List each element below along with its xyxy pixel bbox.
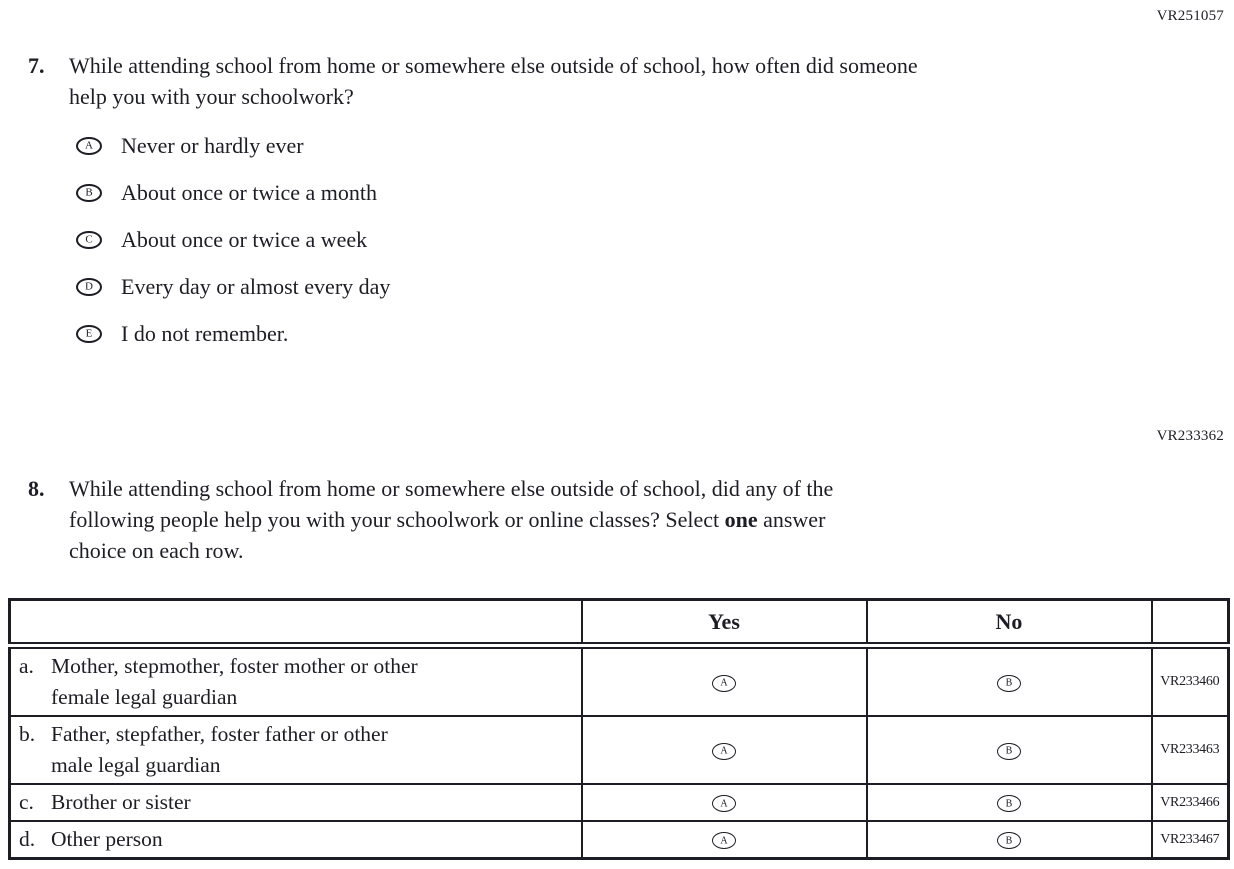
option-bubble-icon[interactable]: E <box>76 324 102 343</box>
table-row: b. Father, stepfather, foster father or … <box>8 715 1230 785</box>
yes-bubble-letter: A <box>720 835 728 847</box>
question-7-text: While attending school from home or some… <box>69 53 918 109</box>
yes-bubble-letter: A <box>720 745 728 757</box>
form-code-question-7: VR251057 <box>1156 8 1224 24</box>
option-bubble-icon[interactable]: B <box>76 183 102 202</box>
row-label-cell: d. Other person <box>8 820 583 860</box>
row-label: Other person <box>51 827 163 851</box>
question-8-text: While attending school from home or some… <box>69 473 833 566</box>
header-yes: Yes <box>580 598 868 649</box>
yes-bubble-cell[interactable]: A <box>580 715 868 785</box>
row-label: Father, stepfather, foster father or oth… <box>51 722 388 777</box>
yes-bubble-icon[interactable]: A <box>712 795 736 813</box>
option-letter: B <box>85 186 93 199</box>
no-bubble-icon[interactable]: B <box>997 832 1021 850</box>
row-label: Mother, stepmother, foster mother or oth… <box>51 654 418 709</box>
yes-bubble-icon[interactable]: A <box>712 674 736 692</box>
no-bubble-icon[interactable]: B <box>997 795 1021 813</box>
option-bubble-icon[interactable]: D <box>76 277 102 296</box>
no-bubble-cell[interactable]: B <box>865 783 1153 822</box>
option-bubble-icon[interactable]: A <box>76 136 102 155</box>
header-blank-left <box>8 598 583 649</box>
row-prefix: d. <box>19 827 36 851</box>
no-bubble-cell[interactable]: B <box>865 715 1153 785</box>
table-row: c. Brother or sister A B VR233466 <box>8 783 1230 822</box>
no-bubble-letter: B <box>1005 835 1013 847</box>
option-label: Every day or almost every day <box>121 273 391 299</box>
table-row: a. Mother, stepmother, foster mother or … <box>8 644 1230 717</box>
option-letter: A <box>85 139 93 152</box>
question-7-number: 7. <box>28 53 45 78</box>
row-prefix: b. <box>19 722 36 746</box>
option-letter: D <box>85 280 93 293</box>
table-row: d. Other person A B VR233467 <box>8 820 1230 860</box>
answer-option[interactable]: C About once or twice a week <box>76 216 390 263</box>
option-bubble-icon[interactable]: C <box>76 230 102 249</box>
question-7-options: A Never or hardly ever B About once or t… <box>76 122 390 357</box>
no-bubble-icon[interactable]: B <box>997 674 1021 692</box>
no-bubble-letter: B <box>1005 798 1013 810</box>
row-code: VR233467 <box>1150 820 1230 860</box>
answer-option[interactable]: D Every day or almost every day <box>76 263 390 310</box>
row-prefix: c. <box>19 790 34 814</box>
row-label-cell: c. Brother or sister <box>8 783 583 822</box>
form-code-question-8: VR233362 <box>1156 428 1224 444</box>
yes-bubble-icon[interactable]: A <box>712 742 736 760</box>
question-7: 7. While attending school from home or s… <box>28 50 1118 112</box>
question-8-text-part2: answer choice on each row. <box>69 507 826 563</box>
yes-bubble-cell[interactable]: A <box>580 783 868 822</box>
question-8-text-part1: While attending school from home or some… <box>69 476 834 532</box>
question-8-number: 8. <box>28 476 45 501</box>
yes-bubble-letter: A <box>720 677 728 689</box>
yes-bubble-cell[interactable]: A <box>580 820 868 860</box>
table-header-row: Yes No <box>8 598 1230 649</box>
answer-option[interactable]: B About once or twice a month <box>76 169 390 216</box>
row-label-cell: a. Mother, stepmother, foster mother or … <box>8 644 583 717</box>
row-code: VR233466 <box>1150 783 1230 822</box>
yes-bubble-cell[interactable]: A <box>580 644 868 717</box>
header-no: No <box>865 598 1153 649</box>
row-label-cell: b. Father, stepfather, foster father or … <box>8 715 583 785</box>
yes-bubble-letter: A <box>720 798 728 810</box>
no-bubble-cell[interactable]: B <box>865 644 1153 717</box>
option-label: About once or twice a week <box>121 226 368 252</box>
row-label: Brother or sister <box>51 790 191 814</box>
option-letter: E <box>85 327 93 340</box>
answer-option[interactable]: E I do not remember. <box>76 310 390 357</box>
question-8-answer-table: Yes No a. Mother, stepmother, foster mot… <box>8 598 1230 860</box>
row-code: VR233460 <box>1150 644 1230 717</box>
option-label: I do not remember. <box>121 320 289 346</box>
no-bubble-letter: B <box>1005 745 1013 757</box>
no-bubble-icon[interactable]: B <box>997 742 1021 760</box>
option-label: About once or twice a month <box>121 179 377 205</box>
no-bubble-letter: B <box>1005 677 1013 689</box>
question-8: 8. While attending school from home or s… <box>28 473 1118 566</box>
option-letter: C <box>85 233 93 246</box>
row-prefix: a. <box>19 654 34 678</box>
yes-bubble-icon[interactable]: A <box>712 832 736 850</box>
answer-option[interactable]: A Never or hardly ever <box>76 122 390 169</box>
question-8-bold-word: one <box>724 507 758 532</box>
header-blank-right <box>1150 598 1230 649</box>
option-label: Never or hardly ever <box>121 132 304 158</box>
row-code: VR233463 <box>1150 715 1230 785</box>
no-bubble-cell[interactable]: B <box>865 820 1153 860</box>
